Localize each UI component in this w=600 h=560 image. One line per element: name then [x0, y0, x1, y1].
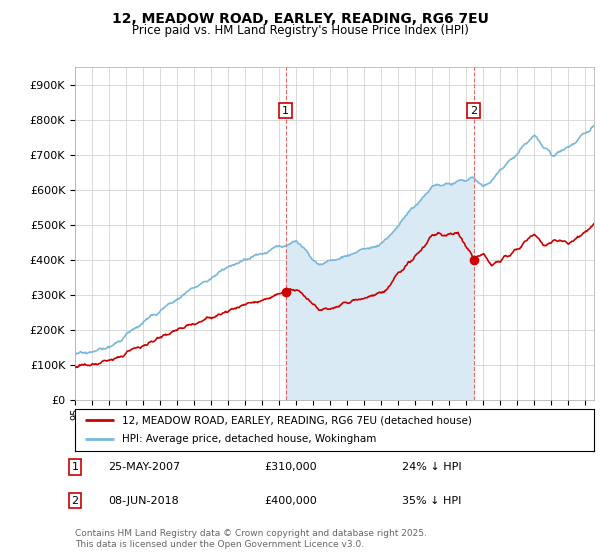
Text: 2: 2: [71, 496, 79, 506]
Text: 35% ↓ HPI: 35% ↓ HPI: [402, 496, 461, 506]
Text: HPI: Average price, detached house, Wokingham: HPI: Average price, detached house, Woki…: [122, 435, 376, 445]
Text: 1: 1: [282, 105, 289, 115]
Text: 24% ↓ HPI: 24% ↓ HPI: [402, 462, 461, 472]
Text: Price paid vs. HM Land Registry's House Price Index (HPI): Price paid vs. HM Land Registry's House …: [131, 24, 469, 36]
Text: Contains HM Land Registry data © Crown copyright and database right 2025.
This d: Contains HM Land Registry data © Crown c…: [75, 529, 427, 549]
Text: 12, MEADOW ROAD, EARLEY, READING, RG6 7EU: 12, MEADOW ROAD, EARLEY, READING, RG6 7E…: [112, 12, 488, 26]
Text: 1: 1: [71, 462, 79, 472]
Text: 08-JUN-2018: 08-JUN-2018: [108, 496, 179, 506]
Text: 12, MEADOW ROAD, EARLEY, READING, RG6 7EU (detached house): 12, MEADOW ROAD, EARLEY, READING, RG6 7E…: [122, 415, 472, 425]
Text: 2: 2: [470, 105, 477, 115]
Text: 25-MAY-2007: 25-MAY-2007: [108, 462, 180, 472]
Text: £400,000: £400,000: [264, 496, 317, 506]
Text: £310,000: £310,000: [264, 462, 317, 472]
